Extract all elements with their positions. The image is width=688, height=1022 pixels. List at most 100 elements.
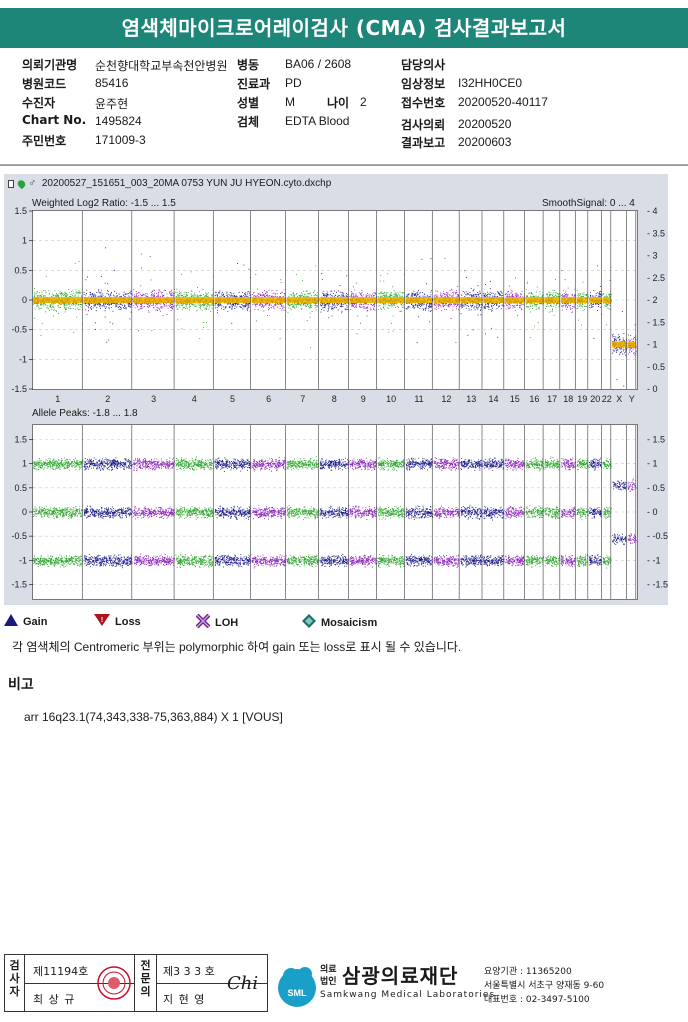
log2-point bbox=[370, 295, 372, 296]
smooth-signal-point bbox=[242, 300, 244, 302]
log2-point bbox=[249, 294, 251, 296]
smooth-signal-point bbox=[168, 300, 170, 302]
smooth-signal-band bbox=[251, 297, 286, 303]
log2-point bbox=[54, 290, 56, 292]
log2-point bbox=[248, 303, 250, 305]
log2-point bbox=[466, 294, 468, 296]
log2-point bbox=[45, 311, 46, 313]
log2-point bbox=[435, 294, 437, 296]
smooth-signal-point bbox=[367, 299, 369, 301]
log2-point bbox=[136, 293, 137, 295]
smooth-signal-point bbox=[416, 300, 418, 302]
log2-point bbox=[99, 305, 101, 307]
smooth-signal-point bbox=[392, 301, 394, 303]
log2-point bbox=[441, 303, 443, 304]
info-value: EDTA Blood bbox=[285, 114, 350, 128]
smooth-signal-point bbox=[333, 299, 335, 301]
smooth-signal-point bbox=[93, 302, 95, 304]
top-panel-right-caption: SmoothSignal: 0 ... 4 bbox=[542, 198, 635, 209]
smooth-signal-point bbox=[295, 300, 297, 302]
smooth-signal-point bbox=[108, 299, 110, 301]
smooth-signal-point bbox=[73, 301, 75, 303]
log2-point bbox=[428, 296, 430, 297]
log2-point bbox=[37, 296, 39, 298]
log2-point bbox=[108, 303, 109, 305]
log2-point bbox=[479, 293, 481, 294]
smooth-signal-point bbox=[139, 299, 141, 301]
log2-point bbox=[267, 315, 268, 316]
log2-point bbox=[383, 295, 384, 296]
log2-point bbox=[77, 304, 79, 305]
log2-point bbox=[315, 309, 317, 311]
smooth-signal-point bbox=[121, 300, 123, 303]
log2-point bbox=[231, 295, 233, 297]
log2-point bbox=[436, 306, 437, 308]
log2-point bbox=[134, 302, 136, 304]
log2-point bbox=[492, 292, 494, 294]
log2-point bbox=[52, 293, 53, 295]
smooth-signal-point bbox=[302, 299, 304, 301]
log2-point bbox=[246, 295, 248, 297]
log2-point bbox=[413, 307, 415, 309]
log2-point bbox=[451, 295, 453, 297]
log2-point bbox=[499, 294, 501, 295]
log2-point bbox=[300, 295, 302, 297]
smooth-signal-point bbox=[466, 298, 469, 300]
log2-point bbox=[394, 294, 395, 296]
log2-point bbox=[476, 304, 478, 306]
smooth-signal-point bbox=[54, 301, 56, 303]
log2-point bbox=[191, 294, 193, 296]
log2-point bbox=[285, 300, 287, 302]
smooth-signal-point bbox=[429, 299, 431, 301]
smooth-signal-point bbox=[261, 299, 264, 301]
log2-point bbox=[429, 303, 431, 304]
smooth-signal-point bbox=[388, 301, 390, 303]
log2-point bbox=[36, 306, 38, 308]
log2-point bbox=[48, 292, 50, 294]
smooth-signal-point bbox=[229, 301, 231, 303]
log2-point bbox=[39, 295, 41, 297]
log2-point bbox=[88, 305, 90, 306]
log2-point bbox=[59, 291, 61, 293]
log2-point bbox=[40, 295, 41, 296]
smooth-signal-band bbox=[133, 297, 175, 303]
log2-point bbox=[242, 305, 244, 307]
log2-point bbox=[120, 308, 122, 310]
log2-point bbox=[323, 293, 324, 295]
smooth-signal-point bbox=[379, 302, 381, 304]
log2-point bbox=[337, 296, 339, 297]
log2-point bbox=[92, 294, 94, 296]
smooth-signal-point bbox=[160, 299, 162, 301]
log2-point bbox=[429, 306, 431, 308]
log2-point bbox=[355, 303, 357, 304]
log2-point bbox=[242, 304, 243, 306]
log2-point bbox=[88, 307, 90, 309]
log2-point bbox=[478, 304, 480, 306]
log2-point bbox=[165, 305, 167, 307]
log2-point bbox=[130, 290, 132, 292]
log2-point bbox=[467, 305, 469, 307]
log2-point bbox=[362, 294, 364, 296]
log2-point bbox=[440, 294, 442, 296]
log2-point bbox=[200, 308, 201, 310]
smooth-signal-point bbox=[408, 302, 410, 304]
log2-point bbox=[325, 295, 327, 296]
log2-point bbox=[304, 294, 306, 295]
log2-point bbox=[288, 307, 290, 309]
smooth-signal-point bbox=[316, 301, 318, 303]
smooth-signal-point bbox=[325, 299, 327, 301]
log2-point bbox=[40, 305, 42, 307]
smooth-signal-point bbox=[36, 298, 38, 300]
log2-point bbox=[383, 307, 384, 309]
log2-point bbox=[195, 303, 197, 305]
smooth-signal-point bbox=[88, 300, 90, 302]
log2-point bbox=[123, 295, 125, 296]
log2-point bbox=[397, 307, 399, 308]
log2-point bbox=[79, 292, 81, 294]
log2-point bbox=[354, 289, 356, 291]
log2-point bbox=[170, 304, 172, 306]
smooth-signal-point bbox=[94, 298, 96, 300]
log2-point bbox=[269, 304, 270, 306]
log2-point bbox=[90, 309, 92, 310]
log2-point bbox=[371, 295, 373, 297]
